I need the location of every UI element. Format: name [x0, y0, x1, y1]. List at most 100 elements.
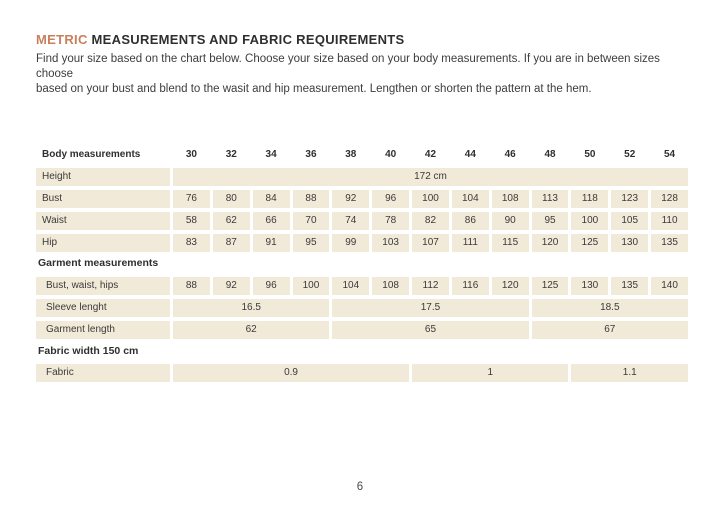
table-cell: 108: [372, 277, 410, 295]
table-cell: 104: [451, 190, 489, 208]
table-cell: 135: [611, 277, 649, 295]
table-cell: 118: [571, 190, 609, 208]
table-cell: 95: [531, 212, 569, 230]
table-cell: 125: [571, 234, 609, 252]
size-column-header: 32: [225, 149, 237, 160]
table-cell: 128: [651, 190, 688, 208]
table-cell: 95: [292, 234, 330, 252]
table-cell: 104: [332, 277, 370, 295]
size-column-header: 36: [305, 149, 317, 160]
table-cell: 80: [212, 190, 250, 208]
table-cell: 130: [611, 234, 649, 252]
table-cell: 103: [372, 234, 410, 252]
size-column-header: 34: [265, 149, 277, 160]
merged-cell-sleeve-group-1: 16.5: [173, 299, 330, 317]
size-column-header: 48: [544, 149, 556, 160]
row-label-fabric: Fabric: [36, 364, 170, 382]
row-label-waist: Waist: [36, 212, 170, 230]
row-label-height: Height: [36, 168, 170, 186]
size-column-header: 50: [584, 149, 596, 160]
table-cell: 105: [611, 212, 649, 230]
intro-text: Find your size based on the chart below.…: [36, 52, 688, 97]
garment-length-row: Garment length 62 65 67: [36, 321, 688, 339]
size-column-header: 38: [345, 149, 357, 160]
table-cell: 86: [451, 212, 489, 230]
page-content: METRIC MEASUREMENTS AND FABRIC REQUIREME…: [36, 32, 688, 386]
table-cell: 99: [332, 234, 370, 252]
table-cell: 76: [173, 190, 210, 208]
hip-row: Hip 83 87 91 95 99 103 107 111 115 120 1…: [36, 234, 688, 252]
table-cell: 87: [212, 234, 250, 252]
garment-bust-waist-hips-row: Bust, waist, hips 88 92 96 100 104 108 1…: [36, 277, 688, 295]
merged-cell-length-group-1: 62: [173, 321, 330, 339]
size-column-header: 30: [185, 149, 197, 160]
height-row: Height 172 cm: [36, 168, 688, 186]
page-title-rest: MEASUREMENTS AND FABRIC REQUIREMENTS: [87, 32, 405, 47]
table-cell: 91: [252, 234, 290, 252]
table-cell: 96: [252, 277, 290, 295]
table-cell: 107: [412, 234, 449, 252]
table-cell: 82: [412, 212, 449, 230]
merged-cell-fabric-group-1: 0.9: [173, 364, 410, 382]
column-header-body-measurements: Body measurements: [42, 149, 141, 160]
table-cell: 92: [212, 277, 250, 295]
table-cell: 112: [412, 277, 449, 295]
table-cell: 78: [372, 212, 410, 230]
intro-line-2: based on your bust and blend to the wasi…: [36, 83, 592, 95]
table-cell: 92: [332, 190, 370, 208]
table-cell: 66: [252, 212, 290, 230]
page-title-accent: METRIC: [36, 32, 88, 47]
table-cell: 110: [651, 212, 688, 230]
fabric-section-header: Fabric width 150 cm: [38, 345, 139, 357]
table-cell: 100: [571, 212, 609, 230]
row-label-garment-length: Garment length: [36, 321, 170, 339]
table-cell: 120: [491, 277, 529, 295]
row-label-bust-waist-hips: Bust, waist, hips: [36, 277, 170, 295]
table-cell: 120: [531, 234, 569, 252]
row-label-bust: Bust: [36, 190, 170, 208]
page-title: METRIC MEASUREMENTS AND FABRIC REQUIREME…: [36, 32, 688, 47]
table-cell: 115: [491, 234, 529, 252]
fabric-row: Fabric 0.9 1 1.1: [36, 364, 688, 382]
table-cell: 130: [571, 277, 609, 295]
table-cell: 116: [451, 277, 489, 295]
size-column-header: 40: [385, 149, 397, 160]
merged-cell-fabric-group-2: 1: [412, 364, 569, 382]
table-cell: 62: [212, 212, 250, 230]
merged-cell-fabric-group-3: 1.1: [571, 364, 688, 382]
size-column-header: 42: [424, 149, 437, 160]
page-number: 6: [356, 481, 364, 493]
table-cell: 125: [531, 277, 569, 295]
table-cell: 135: [651, 234, 688, 252]
table-cell: 88: [173, 277, 210, 295]
table-cell: 140: [651, 277, 688, 295]
size-column-header: 44: [464, 149, 476, 160]
row-label-sleeve-length: Sleeve lenght: [36, 299, 170, 317]
bust-row: Bust 76 80 84 88 92 96 100 104 108 113 1…: [36, 190, 688, 208]
table-cell: 96: [372, 190, 410, 208]
table-cell: 123: [611, 190, 649, 208]
table-cell: 113: [531, 190, 569, 208]
size-table: Body measurements 30 32 34 36 38 40 42 4…: [36, 147, 688, 382]
table-header-row: Body measurements 30 32 34 36 38 40 42 4…: [36, 147, 688, 162]
size-column-header: 52: [624, 149, 636, 160]
table-cell: 100: [292, 277, 330, 295]
table-cell: 108: [491, 190, 529, 208]
table-cell: 88: [292, 190, 330, 208]
size-column-header: 54: [664, 149, 676, 160]
waist-row: Waist 58 62 66 70 74 78 82 86 90 95 100 …: [36, 212, 688, 230]
table-cell: 74: [332, 212, 370, 230]
table-cell: 100: [412, 190, 449, 208]
table-cell: 84: [252, 190, 290, 208]
intro-line-1: Find your size based on the chart below.…: [36, 53, 660, 80]
row-label-hip: Hip: [36, 234, 170, 252]
size-column-header: 46: [504, 149, 516, 160]
merged-cell-sleeve-group-3: 18.5: [531, 299, 688, 317]
sleeve-length-row: Sleeve lenght 16.5 17.5 18.5: [36, 299, 688, 317]
table-cell: 58: [173, 212, 210, 230]
table-cell: 83: [173, 234, 210, 252]
table-cell: 70: [292, 212, 330, 230]
merged-cell-length-group-2: 65: [332, 321, 529, 339]
merged-cell-length-group-3: 67: [531, 321, 688, 339]
